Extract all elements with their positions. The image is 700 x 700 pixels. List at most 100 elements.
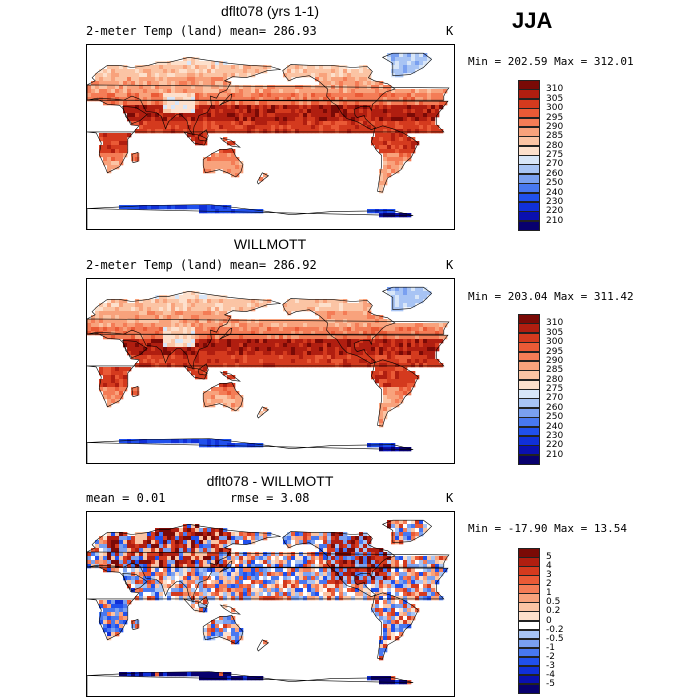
colorbar-tick-label: 250 <box>546 412 564 423</box>
colorbar-tick-label: 4 <box>546 561 552 572</box>
colorbar-tick-label: 275 <box>546 384 564 394</box>
coastline-madagascar <box>131 618 139 630</box>
colorbar-tick-label: 0 <box>546 615 552 626</box>
coastline-borneo <box>197 129 209 142</box>
panel2-minmax: Min = 203.04 Max = 311.42 <box>468 290 634 303</box>
coastline-madagascar <box>131 151 139 163</box>
coastline-north-america <box>282 531 396 598</box>
colorbar-tick-label: 230 <box>546 196 564 207</box>
colorbar-tick-label: 295 <box>546 346 564 357</box>
coastline-africa <box>87 98 449 174</box>
panel1-colorbar: 310 305 300 295 290 285 280 275 270 260 250 240 230 2… <box>518 80 588 231</box>
colorbar-tick-label: 260 <box>546 168 564 179</box>
coastline-eurasia <box>87 56 281 136</box>
colorbar-tick-label: 305 <box>546 93 564 104</box>
coastline-borneo <box>197 596 209 609</box>
coastline-antarctica <box>87 438 414 463</box>
coastline-greenland <box>381 286 433 311</box>
colorbar-tick-label: 240 <box>546 421 564 432</box>
colorbar-tick-label: 260 <box>546 402 564 413</box>
coastline-greenland <box>381 519 433 544</box>
panel1-map <box>86 44 455 230</box>
colorbar-tick-label: 0.5 <box>546 597 561 608</box>
colorbar-swatch <box>518 683 540 694</box>
colorbar-tick-label: 310 <box>546 318 564 329</box>
coastline-japan <box>219 93 233 106</box>
colorbar-tick-label: 220 <box>546 440 564 451</box>
colorbar-tick-label: -4 <box>546 669 555 680</box>
colorbar-tick-label: 0.2 <box>546 606 561 617</box>
coastline-south-america <box>371 592 419 660</box>
panel1-units: K <box>446 24 454 38</box>
coastline-arabia <box>122 572 148 592</box>
panel3-rmse: rmse = 3.08 <box>230 491 310 505</box>
coastline-africa <box>87 565 449 641</box>
coastline-eurasia <box>87 290 281 370</box>
colorbar-tick-label: 240 <box>546 187 564 198</box>
colorbar-tick-label: 280 <box>546 374 564 385</box>
coastline-antarctica <box>87 671 414 696</box>
coastline-eurasia <box>87 523 281 603</box>
coastline-africa <box>87 332 449 408</box>
colorbar-tick-label: 275 <box>546 150 564 160</box>
colorbar-tick-label: 310 <box>546 84 564 95</box>
coastline-borneo <box>197 363 209 376</box>
coastline-australia <box>202 614 244 645</box>
map-field <box>87 53 448 218</box>
panel2-colorbar: 310 305 300 295 290 285 280 275 270 260 250 240 230 2… <box>518 314 588 465</box>
colorbar-tick-label: -2 <box>546 651 555 662</box>
colorbar-tick-label: 270 <box>546 393 564 404</box>
coastline-indonesia <box>182 365 208 380</box>
colorbar-tick-label: 5 <box>546 552 552 563</box>
coastline-new-zealand <box>256 172 270 185</box>
colorbar-tick-label: 290 <box>546 121 564 132</box>
coastline-new-guinea <box>219 371 241 382</box>
panel3-units: K <box>446 491 454 505</box>
colorbar-tick-label: 3 <box>546 570 552 581</box>
panel3-title: dflt078 - WILLMOTT <box>206 473 334 489</box>
coastline-madagascar <box>131 385 139 397</box>
coastline-new-guinea <box>219 604 241 615</box>
panel2-title: WILLMOTT <box>233 236 307 252</box>
coastline-north-america <box>282 64 396 131</box>
colorbar-tick-label: 285 <box>546 365 564 376</box>
colorbar-tick-label: 210 <box>546 449 564 460</box>
panel3-map <box>86 511 455 697</box>
panel2-variable: 2-meter Temp (land) <box>86 258 224 272</box>
coastline-arabia <box>122 105 148 125</box>
colorbar-tick-label: 220 <box>546 206 564 217</box>
colorbar-tick-label: -1 <box>546 642 555 653</box>
coastline-new-zealand <box>256 639 270 652</box>
coastline-australia <box>202 381 244 412</box>
colorbar-tick-label: 305 <box>546 327 564 338</box>
colorbar-tick-label: -3 <box>546 660 555 671</box>
panel2-mean: mean= 286.92 <box>230 258 317 272</box>
colorbar-tick-label: -0.2 <box>546 624 564 635</box>
colorbar-tick-label: -0.5 <box>546 633 564 644</box>
colorbar-tick-label: 250 <box>546 178 564 189</box>
colorbar-tick-label: 230 <box>546 430 564 441</box>
colorbar-tick-label: 270 <box>546 159 564 170</box>
colorbar-tick-label: 210 <box>546 215 564 226</box>
panel1-mean: mean= 286.93 <box>230 24 317 38</box>
panel2-units: K <box>446 258 454 272</box>
coastline-europe-west <box>87 551 450 568</box>
coastline-north-america <box>282 298 396 365</box>
colorbar-swatch <box>518 454 540 465</box>
colorbar-tick-label: 300 <box>546 337 564 348</box>
panel1-title: dflt078 (yrs 1-1) <box>220 3 320 19</box>
coastline-indonesia <box>182 131 208 146</box>
colorbar-tick-label: 295 <box>546 112 564 123</box>
coastline-australia <box>202 147 244 178</box>
coastline-greenland <box>381 52 433 77</box>
colorbar-tick-label: -5 <box>546 678 555 689</box>
coastline-europe-west <box>87 318 450 335</box>
coastline-japan <box>219 560 233 573</box>
panel1-minmax: Min = 202.59 Max = 312.01 <box>468 55 634 68</box>
panel2-map <box>86 278 455 464</box>
panel3-colorbar: 5 4 3 2 1 0.5 0.2 0 -0.2 -0.5 -1 -2 -3 -4 -5 <box>518 548 588 694</box>
map-field <box>87 520 448 685</box>
panel1-variable: 2-meter Temp (land) <box>86 24 224 38</box>
colorbar-tick-label: 300 <box>546 103 564 114</box>
coastline-new-zealand <box>256 406 270 419</box>
